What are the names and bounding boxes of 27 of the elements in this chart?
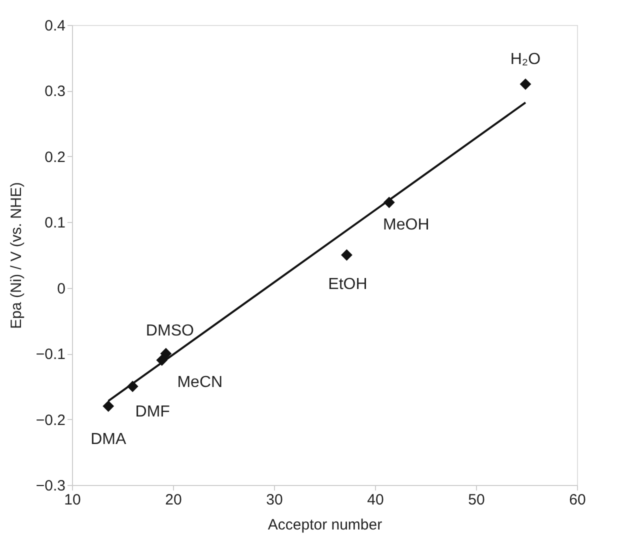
- x-tick-label: 30: [266, 492, 283, 508]
- annotation: H₂O: [510, 51, 541, 68]
- point: [160, 348, 172, 360]
- y-tick-label: −0.2: [36, 412, 66, 429]
- y-tick-label: 0.1: [44, 214, 66, 232]
- point: [102, 400, 114, 412]
- y-tick-label: 0.3: [44, 83, 66, 100]
- x-tick-label: 20: [165, 492, 182, 508]
- annotation: DMSO: [146, 322, 194, 340]
- annotation: MeCN: [177, 374, 223, 392]
- y-tick-label: −0.3: [36, 478, 66, 494]
- x-tick-label: 50: [468, 492, 485, 508]
- y-tick-label: −0.1: [36, 346, 66, 364]
- annotation: DMA: [90, 431, 126, 448]
- annotation: MeOH: [383, 216, 430, 234]
- y-tick-label: 0: [57, 280, 66, 298]
- point: [341, 249, 352, 261]
- x-tick-label: 40: [367, 492, 384, 508]
- annotation: EtOH: [328, 276, 368, 293]
- x-tick-label: 60: [569, 492, 586, 508]
- annotation: DMF: [135, 403, 170, 420]
- y-tick-label: 0.2: [44, 148, 66, 166]
- y-axis-title: Epa (Ni) / V (vs. NHE): [8, 182, 25, 329]
- y-tick-label: 0.4: [44, 18, 66, 34]
- point: [520, 78, 532, 90]
- x-axis-title: Acceptor number: [268, 516, 382, 534]
- x-tick-label: 10: [64, 492, 81, 508]
